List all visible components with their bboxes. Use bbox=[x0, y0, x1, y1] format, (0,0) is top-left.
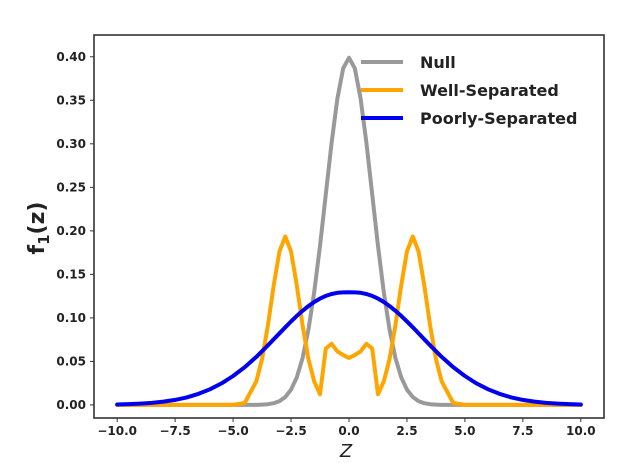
x-axis-label: Z bbox=[339, 441, 353, 462]
y-tick-label: 0.05 bbox=[56, 354, 86, 368]
y-axis-label: f1(z) bbox=[25, 202, 53, 255]
y-tick-label: 0.25 bbox=[56, 180, 86, 194]
x-tick-label: 10.0 bbox=[566, 424, 596, 438]
x-tick-label: −2.5 bbox=[275, 424, 306, 438]
y-tick-label: 0.20 bbox=[56, 224, 86, 238]
x-tick-label: 2.5 bbox=[396, 424, 417, 438]
y-tick-label: 0.10 bbox=[56, 311, 86, 325]
y-tick-label: 0.00 bbox=[56, 398, 86, 412]
y-axis-label-subscript: 1 bbox=[35, 234, 53, 244]
x-tick-label: −5.0 bbox=[217, 424, 248, 438]
y-tick-label: 0.35 bbox=[56, 93, 86, 107]
y-tick-label: 0.40 bbox=[56, 50, 86, 64]
x-axis-ticks: −10.0 −7.5 −5.0 −2.5 0.0 2.5 5.0 7.5 10.0 bbox=[97, 418, 596, 438]
x-tick-label: 7.5 bbox=[512, 424, 533, 438]
y-tick-label: 0.30 bbox=[56, 137, 86, 151]
x-tick-label: 0.0 bbox=[338, 424, 359, 438]
legend-label-0: Null bbox=[420, 53, 456, 72]
legend: Null Well-Separated Poorly-Separated bbox=[361, 53, 577, 128]
y-axis-label-suffix: (z) bbox=[25, 202, 50, 235]
plot-lines bbox=[115, 55, 583, 407]
series-line-1 bbox=[115, 234, 583, 407]
x-tick-label: 5.0 bbox=[454, 424, 475, 438]
y-axis-label-main: f bbox=[25, 244, 50, 254]
series-line-2 bbox=[115, 290, 583, 407]
legend-label-2: Poorly-Separated bbox=[420, 109, 577, 128]
y-tick-label: 0.15 bbox=[56, 267, 86, 281]
x-tick-label: −10.0 bbox=[97, 424, 137, 438]
x-tick-label: −7.5 bbox=[159, 424, 190, 438]
legend-label-1: Well-Separated bbox=[420, 81, 559, 100]
y-axis-ticks: 0.00 0.05 0.10 0.15 0.20 0.25 0.30 0.35 0.40 bbox=[56, 50, 94, 412]
